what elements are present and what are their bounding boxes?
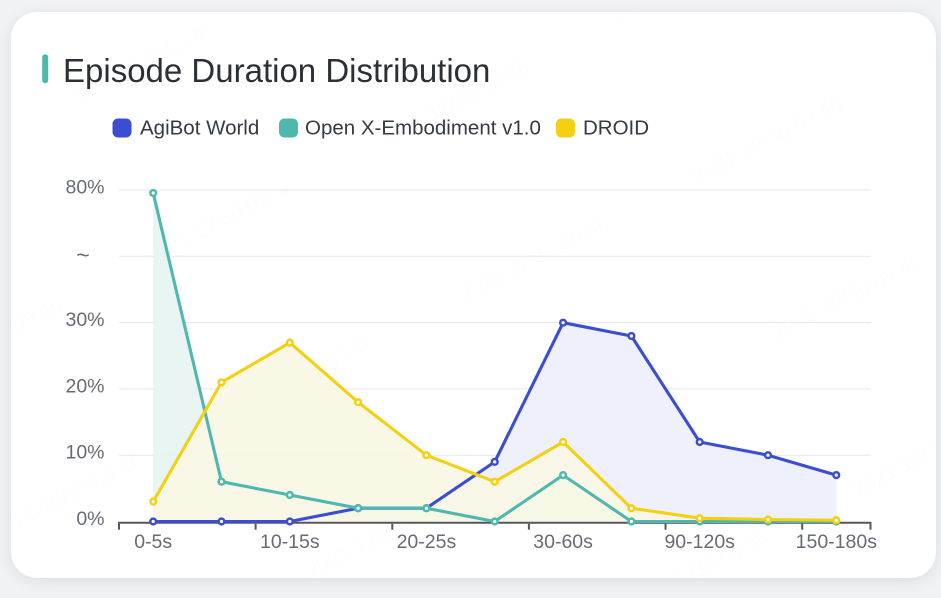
svg-text:10%: 10%	[65, 442, 104, 464]
svg-text:30%: 30%	[65, 309, 104, 331]
svg-text:AgiBot World: AgiBot World	[140, 117, 259, 140]
svg-text:90-120s: 90-120s	[664, 531, 735, 553]
svg-text:~: ~	[76, 242, 89, 268]
svg-text:80%: 80%	[65, 177, 104, 199]
svg-text:20%: 20%	[65, 375, 104, 397]
svg-text:DROID: DROID	[583, 117, 649, 140]
svg-text:150-180s: 150-180s	[796, 531, 878, 553]
svg-text:Episode Duration Distribution: Episode Duration Distribution	[63, 52, 490, 89]
svg-text:0-5s: 0-5s	[134, 531, 172, 553]
svg-text:20-25s: 20-25s	[397, 531, 457, 553]
svg-text:Open X-Embodiment v1.0: Open X-Embodiment v1.0	[305, 117, 541, 140]
svg-text:30-60s: 30-60s	[533, 531, 593, 553]
svg-text:0%: 0%	[76, 508, 104, 530]
svg-text:10-15s: 10-15s	[260, 531, 320, 553]
